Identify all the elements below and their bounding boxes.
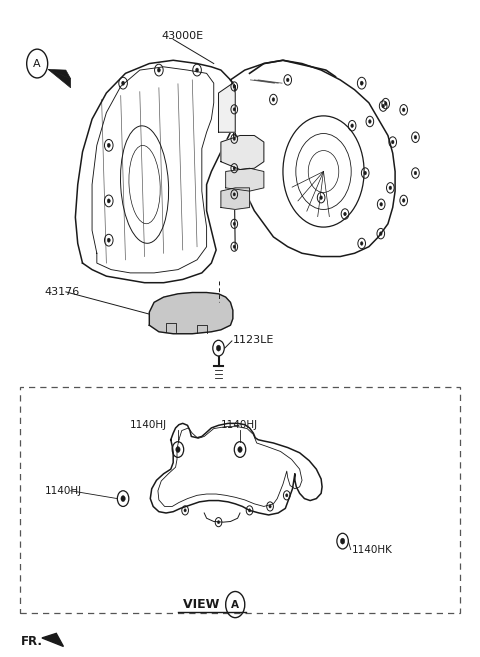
Circle shape	[414, 135, 417, 139]
Text: 1140HJ: 1140HJ	[130, 420, 168, 430]
Circle shape	[344, 212, 347, 216]
Circle shape	[233, 85, 236, 88]
Circle shape	[195, 68, 199, 72]
Circle shape	[351, 124, 353, 127]
Circle shape	[121, 81, 125, 85]
Circle shape	[107, 238, 110, 242]
Circle shape	[382, 104, 384, 108]
Circle shape	[391, 140, 394, 144]
Circle shape	[217, 520, 220, 524]
Polygon shape	[221, 135, 264, 170]
Text: 1140HK: 1140HK	[352, 545, 393, 555]
Circle shape	[380, 202, 383, 206]
Circle shape	[233, 245, 236, 248]
Circle shape	[340, 538, 345, 544]
Text: VIEW: VIEW	[182, 598, 223, 611]
Polygon shape	[48, 70, 71, 88]
Circle shape	[360, 81, 363, 85]
Circle shape	[364, 171, 367, 175]
Circle shape	[287, 78, 289, 81]
Polygon shape	[75, 60, 235, 283]
Text: 1140HJ: 1140HJ	[44, 486, 82, 496]
Text: FR.: FR.	[21, 635, 42, 648]
Circle shape	[402, 198, 405, 202]
Circle shape	[248, 509, 251, 512]
Polygon shape	[221, 188, 250, 210]
Circle shape	[176, 447, 180, 453]
Circle shape	[233, 193, 236, 196]
Circle shape	[320, 196, 323, 200]
Circle shape	[238, 447, 242, 453]
Text: A: A	[231, 600, 239, 610]
Circle shape	[269, 505, 271, 508]
Polygon shape	[230, 60, 395, 256]
Circle shape	[272, 98, 275, 101]
Circle shape	[233, 108, 236, 111]
Circle shape	[233, 167, 236, 170]
Polygon shape	[150, 423, 322, 515]
Circle shape	[107, 143, 110, 147]
Polygon shape	[149, 292, 233, 334]
Circle shape	[184, 509, 186, 512]
Circle shape	[286, 493, 288, 497]
Circle shape	[360, 242, 363, 245]
Circle shape	[414, 171, 417, 175]
Circle shape	[216, 345, 221, 351]
Text: A: A	[34, 59, 41, 69]
Circle shape	[157, 68, 160, 72]
Bar	[21, 388, 459, 613]
Circle shape	[369, 120, 371, 124]
Circle shape	[389, 186, 392, 190]
Text: 43000E: 43000E	[161, 31, 204, 41]
Text: 1140HJ: 1140HJ	[221, 420, 258, 430]
Circle shape	[384, 102, 387, 105]
Circle shape	[402, 108, 405, 112]
Circle shape	[233, 137, 236, 141]
Circle shape	[380, 232, 382, 235]
Polygon shape	[48, 70, 71, 79]
Polygon shape	[218, 83, 235, 132]
Text: 43176: 43176	[44, 287, 80, 297]
Polygon shape	[226, 168, 264, 191]
Circle shape	[233, 222, 236, 225]
Circle shape	[121, 495, 125, 501]
Text: 1123LE: 1123LE	[233, 334, 274, 345]
Polygon shape	[42, 633, 63, 646]
Circle shape	[107, 199, 110, 203]
